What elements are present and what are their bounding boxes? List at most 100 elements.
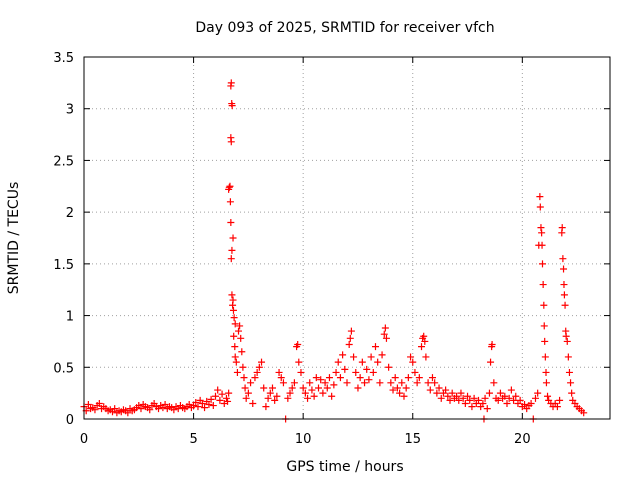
- data-point: [229, 306, 237, 314]
- y-tick-label: 0: [66, 413, 74, 428]
- data-point: [209, 402, 217, 410]
- data-point: [544, 392, 552, 400]
- data-point: [542, 368, 550, 376]
- data-point: [404, 374, 412, 382]
- x-tick-label: 15: [404, 432, 421, 447]
- data-point: [536, 203, 544, 211]
- data-point: [244, 389, 252, 397]
- data-point: [214, 386, 222, 394]
- data-point: [356, 374, 364, 382]
- data-point: [553, 403, 561, 411]
- data-point: [567, 379, 575, 387]
- data-point: [137, 405, 145, 413]
- chart-title: Day 093 of 2025, SRMTID for receiver vfc…: [195, 20, 494, 36]
- data-point: [433, 389, 441, 397]
- data-point: [461, 399, 469, 407]
- data-point: [428, 374, 436, 382]
- data-point: [435, 384, 443, 392]
- data-point: [227, 255, 235, 263]
- data-point: [345, 341, 353, 349]
- y-tick-label: 1: [66, 310, 74, 325]
- data-point: [228, 291, 236, 299]
- data-point: [564, 353, 572, 361]
- data-point: [371, 343, 379, 351]
- data-point: [538, 229, 546, 237]
- data-point: [295, 358, 303, 366]
- data-point: [444, 392, 452, 400]
- data-point: [393, 384, 401, 392]
- data-point: [367, 353, 375, 361]
- data-point: [325, 374, 333, 382]
- data-point: [216, 396, 224, 404]
- data-point: [431, 379, 439, 387]
- data-point: [226, 198, 234, 206]
- data-point: [205, 401, 213, 409]
- data-point: [95, 399, 103, 407]
- data-point: [227, 79, 235, 87]
- data-point: [232, 358, 240, 366]
- data-point: [540, 322, 548, 330]
- data-point: [346, 334, 354, 342]
- data-point: [229, 234, 237, 242]
- data-point: [516, 396, 524, 404]
- data-point: [237, 334, 245, 342]
- data-point: [238, 348, 246, 356]
- data-point: [201, 404, 209, 412]
- y-tick-label: 2: [66, 206, 74, 221]
- data-point: [464, 392, 472, 400]
- data-point: [409, 358, 417, 366]
- data-point: [231, 343, 239, 351]
- data-point: [341, 365, 349, 373]
- data-point: [315, 384, 323, 392]
- data-point: [560, 265, 568, 273]
- data-point: [453, 392, 461, 400]
- data-point: [505, 394, 513, 402]
- data-point: [512, 392, 520, 400]
- data-point: [541, 337, 549, 345]
- data-point: [536, 193, 544, 201]
- data-point: [228, 102, 236, 110]
- data-point: [225, 389, 233, 397]
- data-point: [198, 399, 206, 407]
- data-point: [207, 395, 215, 403]
- plot-frame: [83, 56, 611, 420]
- data-point: [321, 379, 329, 387]
- data-point: [510, 396, 518, 404]
- data-point: [230, 332, 238, 340]
- data-point: [470, 394, 478, 402]
- data-point: [266, 389, 274, 397]
- data-point: [239, 363, 247, 371]
- data-point: [218, 390, 226, 398]
- data-point: [332, 368, 340, 376]
- data-point: [542, 379, 550, 387]
- data-point: [241, 384, 249, 392]
- data-points: [80, 79, 588, 423]
- data-point: [227, 138, 235, 146]
- data-point: [308, 386, 316, 394]
- axis-ticks: 0 0.5 1 1.5 2 2.5 3 3.5 0 5 10 15 20: [53, 51, 610, 447]
- x-tick-label: 10: [295, 432, 312, 447]
- data-point: [561, 301, 569, 309]
- data-point: [212, 392, 219, 400]
- data-point: [466, 396, 474, 404]
- data-point: [229, 301, 237, 309]
- data-point: [365, 376, 373, 384]
- data-point: [459, 394, 467, 402]
- data-point: [455, 396, 463, 404]
- data-point: [297, 368, 305, 376]
- data-point: [538, 260, 546, 268]
- data-point: [496, 389, 504, 397]
- data-point: [413, 379, 421, 387]
- data-point: [350, 353, 358, 361]
- data-point: [231, 320, 239, 328]
- data-point: [258, 358, 266, 366]
- data-point: [284, 394, 292, 402]
- data-point: [271, 396, 279, 404]
- data-point: [483, 405, 491, 413]
- data-point: [124, 409, 132, 417]
- data-point: [231, 353, 239, 361]
- data-point: [556, 396, 564, 404]
- data-point: [319, 389, 327, 397]
- data-point: [481, 394, 489, 402]
- data-point: [354, 384, 362, 392]
